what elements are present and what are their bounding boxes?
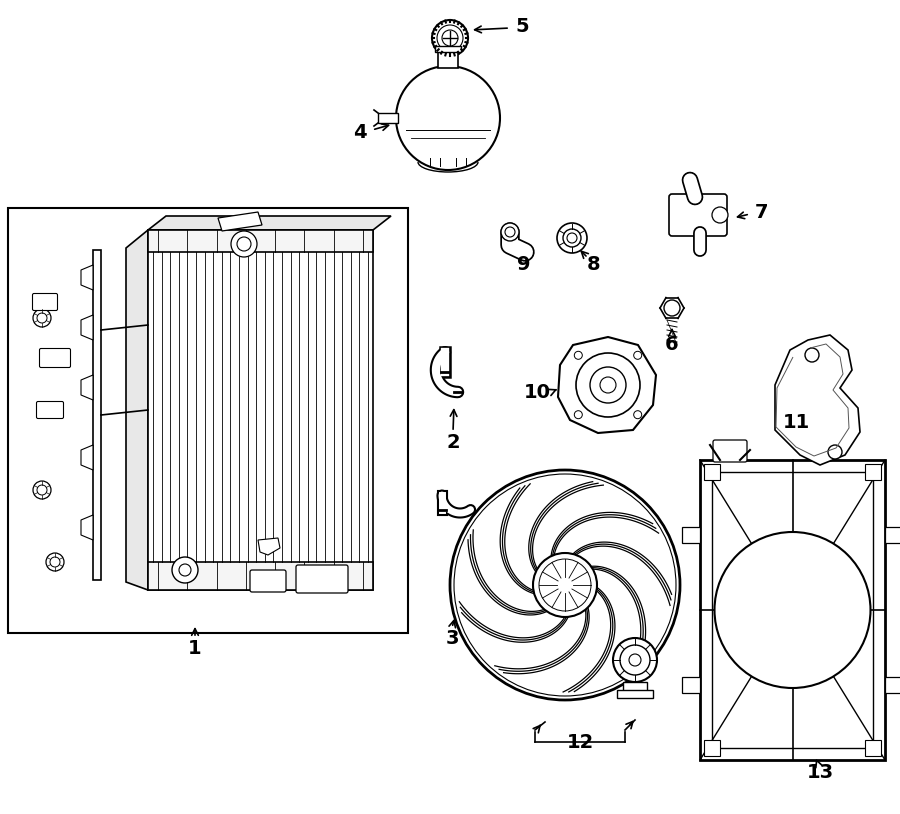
Bar: [712, 472, 873, 748]
Text: 10: 10: [524, 383, 551, 402]
Circle shape: [805, 348, 819, 362]
FancyBboxPatch shape: [32, 294, 58, 310]
Circle shape: [501, 223, 519, 241]
FancyBboxPatch shape: [713, 440, 747, 462]
Text: 2: 2: [446, 432, 460, 452]
Text: 12: 12: [566, 733, 594, 751]
Bar: [700, 460, 885, 760]
Circle shape: [590, 367, 626, 403]
Polygon shape: [558, 337, 656, 433]
Text: 8: 8: [587, 255, 601, 274]
Circle shape: [557, 577, 573, 593]
Circle shape: [172, 557, 198, 583]
Text: 7: 7: [755, 204, 769, 222]
Text: 13: 13: [806, 763, 833, 781]
Bar: [704, 464, 720, 480]
Circle shape: [576, 353, 640, 417]
Circle shape: [231, 231, 257, 257]
Text: 11: 11: [782, 413, 810, 431]
Circle shape: [634, 352, 642, 359]
Circle shape: [539, 559, 591, 611]
Text: 9: 9: [518, 255, 531, 274]
FancyBboxPatch shape: [250, 570, 286, 592]
Circle shape: [574, 352, 582, 359]
Circle shape: [37, 485, 47, 495]
FancyBboxPatch shape: [669, 194, 727, 236]
Circle shape: [432, 20, 468, 56]
Bar: [885, 677, 900, 693]
Circle shape: [613, 638, 657, 682]
Polygon shape: [81, 315, 93, 340]
Circle shape: [533, 553, 597, 617]
Bar: [623, 682, 647, 694]
FancyBboxPatch shape: [40, 348, 70, 367]
Circle shape: [442, 30, 458, 46]
Bar: [8, 208, 408, 633]
Bar: [435, 46, 461, 52]
Polygon shape: [218, 212, 262, 231]
Circle shape: [828, 445, 842, 459]
Circle shape: [567, 233, 577, 243]
Bar: [438, 50, 458, 68]
Circle shape: [437, 25, 463, 51]
Circle shape: [620, 645, 650, 675]
Circle shape: [33, 481, 51, 499]
Circle shape: [179, 564, 191, 576]
Circle shape: [396, 66, 500, 170]
Bar: [682, 527, 700, 543]
FancyBboxPatch shape: [296, 565, 348, 593]
Bar: [148, 230, 373, 590]
Text: 5: 5: [515, 17, 529, 37]
Bar: [93, 250, 101, 580]
Circle shape: [50, 557, 60, 567]
FancyBboxPatch shape: [37, 401, 64, 418]
Bar: [148, 562, 373, 590]
Circle shape: [450, 470, 680, 700]
Circle shape: [454, 474, 676, 696]
Circle shape: [37, 313, 47, 323]
Bar: [148, 230, 373, 252]
Circle shape: [712, 207, 728, 223]
Bar: [865, 740, 881, 756]
Text: 3: 3: [446, 628, 459, 647]
Circle shape: [664, 300, 680, 316]
Polygon shape: [126, 230, 148, 590]
Polygon shape: [81, 265, 93, 290]
Polygon shape: [81, 515, 93, 540]
Circle shape: [551, 571, 579, 599]
Bar: [682, 677, 700, 693]
Circle shape: [574, 411, 582, 418]
Text: 1: 1: [188, 638, 202, 658]
Bar: [617, 690, 653, 698]
Circle shape: [545, 565, 585, 605]
Circle shape: [33, 309, 51, 327]
Circle shape: [505, 227, 515, 237]
Bar: [885, 527, 900, 543]
Text: 6: 6: [665, 335, 679, 353]
Bar: [704, 740, 720, 756]
Polygon shape: [81, 375, 93, 400]
Circle shape: [237, 237, 251, 251]
Circle shape: [634, 411, 642, 418]
Circle shape: [563, 229, 581, 247]
Polygon shape: [81, 445, 93, 470]
Polygon shape: [148, 216, 391, 230]
Text: 4: 4: [353, 122, 367, 142]
Bar: [378, 113, 398, 123]
Circle shape: [600, 377, 616, 393]
Polygon shape: [258, 538, 280, 555]
Circle shape: [629, 654, 641, 666]
Circle shape: [46, 553, 64, 571]
Polygon shape: [775, 335, 860, 465]
Circle shape: [557, 223, 587, 253]
Circle shape: [715, 532, 870, 688]
Bar: [865, 464, 881, 480]
